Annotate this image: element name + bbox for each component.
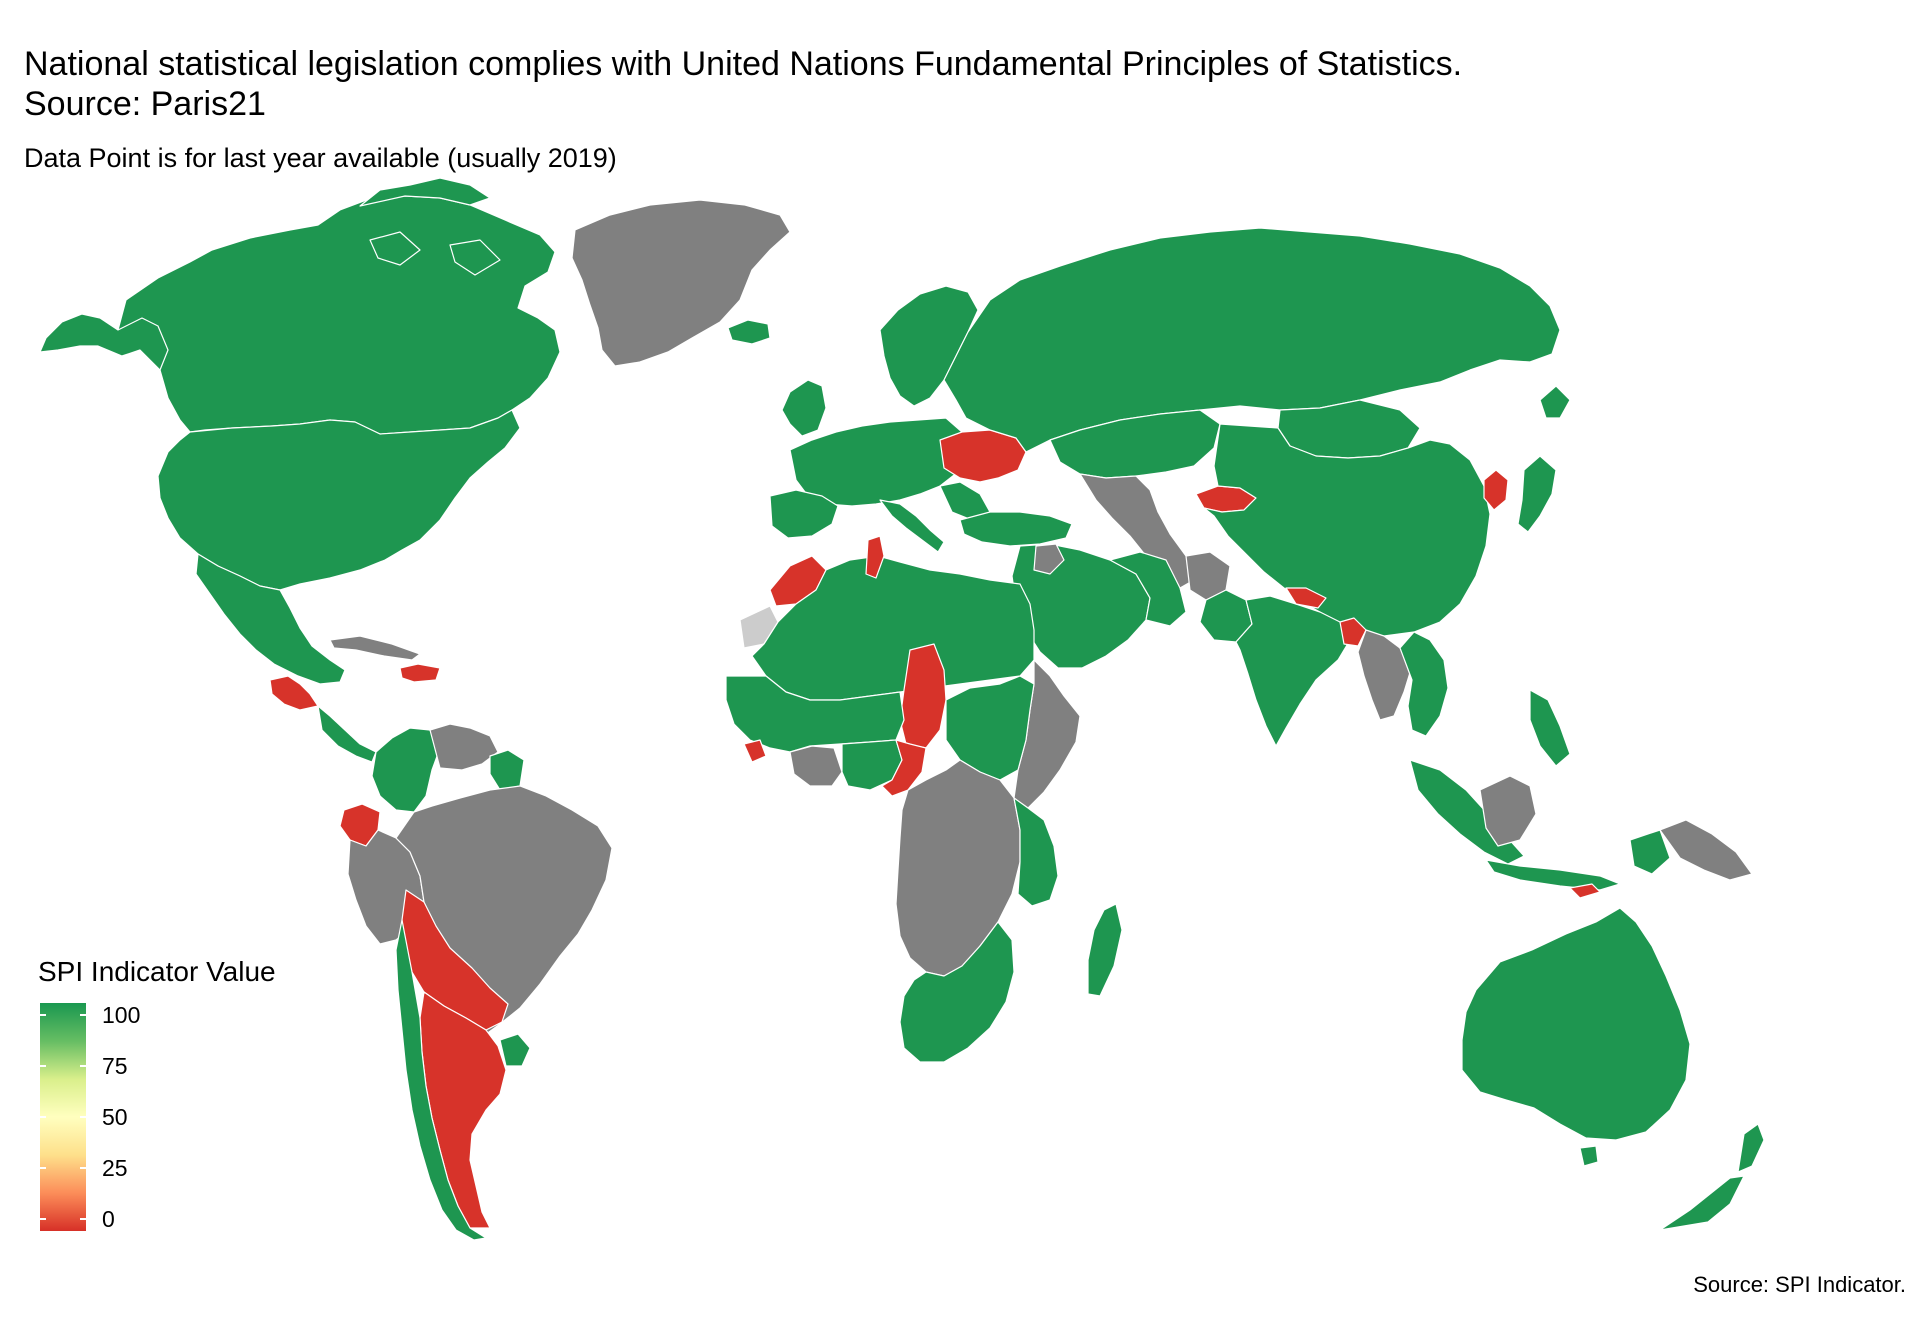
- region-myanmar-laos: [1357, 629, 1413, 721]
- region-kenya-tanzania: [1013, 797, 1059, 907]
- region-borneo: [1479, 775, 1537, 847]
- legend-title: SPI Indicator Value: [38, 956, 276, 987]
- legend-tick-mark: [80, 1167, 86, 1169]
- region-ukraine: [939, 429, 1027, 483]
- region-papua: [1659, 819, 1753, 881]
- legend-tick-mark: [40, 1218, 46, 1220]
- region-hispaniola: [399, 663, 441, 683]
- region-timor: [1569, 883, 1601, 899]
- region-philippines: [1529, 689, 1571, 767]
- region-china: [1203, 423, 1491, 637]
- region-uk-ireland: [781, 379, 827, 437]
- legend-tick-label: 0: [102, 1206, 115, 1232]
- legend-tick-mark: [40, 1014, 46, 1016]
- region-guyanas: [489, 749, 525, 791]
- region-india: [1235, 595, 1351, 747]
- region-canada: [117, 195, 561, 435]
- map-title: National statistical legislation complie…: [24, 44, 1884, 124]
- region-canada-islands: [359, 177, 501, 276]
- source-caption: Source: SPI Indicator.: [1693, 1272, 1906, 1297]
- map-subtitle: Data Point is for last year available (u…: [24, 143, 617, 173]
- legend-tick-mark: [80, 1116, 86, 1118]
- region-papua-green: [1629, 829, 1671, 875]
- region-australia: [1461, 907, 1691, 1141]
- region-tunisia: [865, 535, 885, 579]
- legend-tick-mark: [40, 1065, 46, 1067]
- region-nepal: [1285, 587, 1327, 609]
- region-new-zealand: [1659, 1123, 1765, 1231]
- legend-tick-label: 25: [102, 1155, 128, 1181]
- region-iberia: [769, 489, 839, 539]
- region-cuba: [329, 635, 421, 661]
- region-japan: [1517, 385, 1571, 533]
- region-north-korea: [1483, 469, 1509, 511]
- region-central-america-green: [317, 705, 377, 763]
- region-thailand-vietnam: [1399, 631, 1449, 737]
- region-bangladesh: [1339, 617, 1367, 647]
- region-north-africa: [751, 555, 1035, 701]
- legend-tick-mark: [40, 1167, 46, 1169]
- legend-tick-mark: [80, 1065, 86, 1067]
- region-madagascar: [1087, 903, 1123, 997]
- region-russia: [943, 227, 1561, 453]
- legend-tick-label: 100: [102, 1002, 141, 1028]
- legend-tick-mark: [80, 1014, 86, 1016]
- region-turkey: [959, 511, 1073, 547]
- legend-color-bar: [40, 1003, 86, 1231]
- region-ghana-gray: [789, 745, 843, 787]
- map-title-line-1: National statistical legislation complie…: [24, 45, 1463, 83]
- region-iceland: [727, 319, 771, 345]
- region-syria: [1033, 543, 1065, 575]
- region-colombia: [371, 727, 441, 813]
- map-title-line-2: Source: Paris21: [24, 85, 266, 123]
- region-mexico: [195, 553, 346, 685]
- region-uruguay: [499, 1033, 531, 1067]
- region-usa: [157, 409, 521, 591]
- region-alaska: [39, 313, 169, 371]
- region-greenland: [571, 199, 791, 367]
- legend-tick-mark: [40, 1116, 46, 1118]
- region-southern-africa: [899, 921, 1015, 1063]
- region-chile: [395, 919, 487, 1241]
- legend-tick-label: 75: [102, 1053, 128, 1079]
- region-iran: [1109, 551, 1187, 627]
- legend-tick-label: 50: [102, 1104, 128, 1130]
- region-tasmania: [1579, 1145, 1599, 1167]
- region-cameroon: [881, 739, 927, 797]
- region-sierra-leone: [743, 739, 767, 763]
- region-venezuela: [429, 723, 499, 771]
- legend-tick-mark: [80, 1218, 86, 1220]
- region-indonesia-malaysia: [1409, 759, 1621, 891]
